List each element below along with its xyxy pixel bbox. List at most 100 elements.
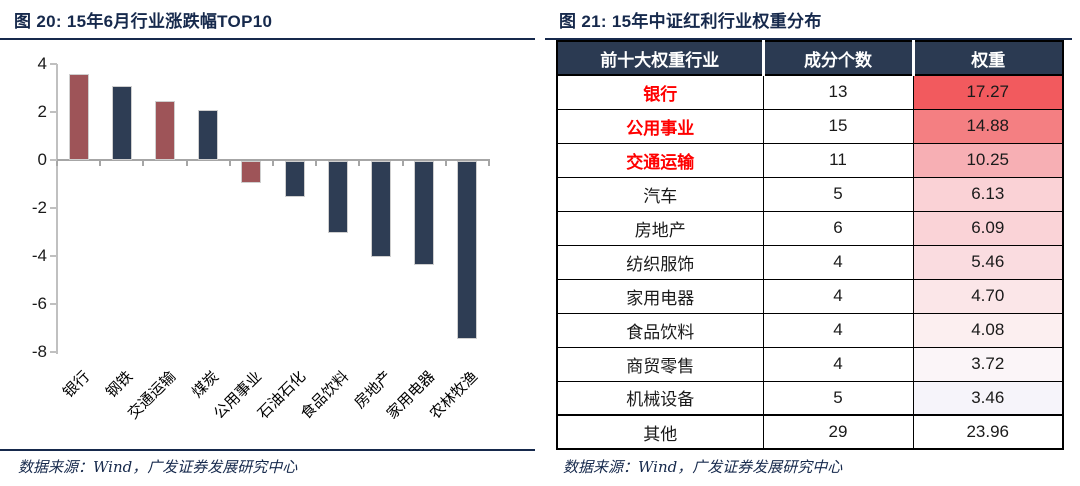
- figure21-panel: 图 21: 15年中证红利行业权重分布 前十大权重行业 成分个数 权重 银行 13…: [545, 0, 1072, 486]
- cell-industry: 机械设备: [556, 380, 764, 416]
- cell-weight: 4.08: [912, 312, 1064, 348]
- cell-weight: 14.88: [912, 108, 1064, 144]
- y-axis-label: 0: [37, 150, 47, 169]
- cell-count: 6: [762, 210, 914, 246]
- y-axis-label: 2: [37, 102, 47, 121]
- figure21-title: 图 21: 15年中证红利行业权重分布: [559, 12, 822, 31]
- x-axis-tick: [99, 161, 102, 166]
- cell-count: 13: [762, 74, 914, 110]
- table-row-商贸零售: 商贸零售 4 3.72: [556, 346, 1064, 382]
- cell-count: 15: [762, 108, 914, 144]
- cell-count: 5: [762, 380, 914, 416]
- cell-count: 4: [762, 312, 914, 348]
- x-axis-tick: [444, 161, 447, 166]
- cell-industry: 房地产: [556, 210, 764, 246]
- y-axis-label: -8: [31, 342, 47, 361]
- weights-table-body: 银行 13 17.27 公用事业 15 14.88 交通运输 11 10.25 汽车 5 6.13 房地…: [556, 74, 1064, 450]
- y-axis-tick: [50, 351, 57, 353]
- cell-weight: 6.13: [912, 176, 1064, 212]
- table-row-纺织服饰: 纺织服饰 4 5.46: [556, 244, 1064, 280]
- cell-count: 4: [762, 278, 914, 314]
- header-count: 成分个数: [761, 40, 913, 76]
- x-axis-category-label: 煤炭: [189, 368, 223, 402]
- table-row-机械设备: 机械设备 5 3.46: [556, 380, 1064, 416]
- figure21-title-rule: [545, 38, 1072, 40]
- bar-家用电器: [414, 161, 435, 266]
- y-axis-tick: [50, 63, 57, 65]
- cell-industry: 交通运输: [556, 142, 764, 178]
- cell-weight: 4.70: [912, 278, 1064, 314]
- figure20-panel: 图 20: 15年6月行业涨跌幅TOP10 4 2 0 -2 -4 -6 -8 银行 钢铁 交通运…: [0, 0, 535, 486]
- figure20-bottom-rule: [0, 449, 535, 451]
- y-axis-tick: [50, 255, 57, 257]
- x-axis-tick: [358, 161, 361, 166]
- cell-count: 4: [762, 346, 914, 382]
- cell-weight: 5.46: [912, 244, 1064, 280]
- table-row-公用事业: 公用事业 15 14.88: [556, 108, 1064, 144]
- weights-table: 前十大权重行业 成分个数 权重 银行 13 17.27 公用事业 15 14.88 交通运输…: [556, 40, 1064, 450]
- cell-count: 11: [762, 142, 914, 178]
- bar-房地产: [371, 161, 391, 257]
- cell-count: 29: [762, 414, 914, 450]
- y-axis-label: -4: [31, 246, 47, 265]
- cell-industry: 公用事业: [556, 108, 764, 144]
- cell-weight: 6.09: [912, 210, 1064, 246]
- x-axis-zero-line: [56, 159, 490, 161]
- cell-industry: 食品饮料: [556, 312, 764, 348]
- cell-count: 4: [762, 244, 914, 280]
- x-axis-category-label: 钢铁: [102, 368, 136, 402]
- x-axis-tick: [315, 161, 318, 166]
- cell-industry: 汽车: [556, 176, 764, 212]
- cell-weight: 10.25: [912, 142, 1064, 178]
- x-axis-category-label: 银行: [59, 368, 93, 402]
- bar-交通运输: [155, 101, 175, 160]
- table-row-家用电器: 家用电器 4 4.70: [556, 278, 1064, 314]
- x-axis-tick: [488, 161, 490, 166]
- bar-农林牧渔: [457, 161, 478, 339]
- header-weight: 权重: [911, 40, 1064, 76]
- x-axis-tick: [401, 161, 404, 166]
- bar-钢铁: [111, 85, 132, 160]
- figure20-title-rule: [0, 38, 535, 40]
- cell-count: 5: [762, 176, 914, 212]
- y-axis-label: -2: [31, 198, 47, 217]
- x-axis-tick: [185, 161, 188, 166]
- y-axis-line: [56, 64, 58, 354]
- y-axis-tick: [50, 207, 57, 209]
- y-axis-label: -6: [31, 294, 47, 313]
- cell-industry: 银行: [556, 74, 764, 110]
- y-axis-tick: [50, 303, 57, 305]
- y-axis-tick: [50, 111, 57, 113]
- header-industry: 前十大权重行业: [556, 40, 763, 76]
- figure21-source-note: 数据来源：Wind，广发证券发展研究中心: [563, 458, 843, 476]
- table-row-交通运输: 交通运输 11 10.25: [556, 142, 1064, 178]
- y-axis-label: 4: [37, 54, 47, 73]
- cell-weight: 3.72: [912, 346, 1064, 382]
- bar-chart: 4 2 0 -2 -4 -6 -8 银行 钢铁 交通运输 煤炭 公用事业 石油石化 食品饮料 房地产 家用电器…: [0, 44, 535, 446]
- weights-table-header-row: 前十大权重行业 成分个数 权重: [556, 40, 1064, 76]
- cell-industry: 纺织服饰: [556, 244, 764, 280]
- bar-煤炭: [198, 109, 219, 160]
- x-axis-tick: [56, 161, 58, 166]
- figure20-title: 图 20: 15年6月行业涨跌幅TOP10: [14, 12, 273, 31]
- table-row-食品饮料: 食品饮料 4 4.08: [556, 312, 1064, 348]
- figure20-source-note: 数据来源：Wind，广发证券发展研究中心: [18, 458, 298, 476]
- table-row-银行: 银行 13 17.27: [556, 74, 1064, 110]
- table-row-汽车: 汽车 5 6.13: [556, 176, 1064, 212]
- bar-公用事业: [241, 161, 262, 183]
- cell-weight: 23.96: [912, 414, 1064, 450]
- bar-食品饮料: [327, 161, 348, 233]
- cell-industry: 其他: [556, 414, 764, 450]
- table-row-房地产: 房地产 6 6.09: [556, 210, 1064, 246]
- cell-industry: 商贸零售: [556, 346, 764, 382]
- x-axis-tick: [142, 161, 145, 166]
- table-row-其他: 其他 29 23.96: [556, 414, 1064, 450]
- bar-银行: [68, 73, 89, 160]
- x-axis-tick: [272, 161, 274, 166]
- cell-industry: 家用电器: [556, 278, 764, 314]
- bar-石油石化: [284, 161, 305, 197]
- x-axis-tick: [228, 161, 231, 166]
- cell-weight: 17.27: [912, 74, 1064, 110]
- cell-weight: 3.46: [912, 380, 1064, 416]
